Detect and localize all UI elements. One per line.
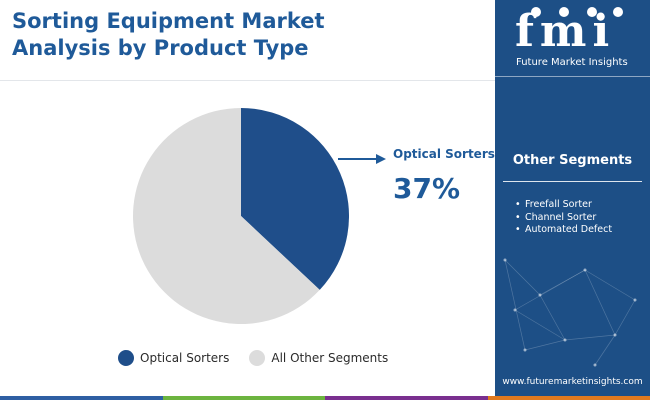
bottom-color-bar	[0, 396, 650, 400]
color-bar-segment	[162, 396, 325, 400]
chart-legend: Optical Sorters All Other Segments	[118, 350, 408, 366]
callout-label: Optical Sorters	[393, 147, 495, 161]
color-bar-segment	[487, 396, 650, 400]
legend-item-optical-sorters: Optical Sorters	[118, 350, 229, 366]
callout-value: 37%	[393, 172, 461, 205]
logo-wordmark: fmi	[515, 6, 616, 57]
chart-panel: Sorting Equipment Market Analysis by Pro…	[0, 8, 495, 366]
network-graphic	[503, 258, 637, 367]
title-divider	[0, 80, 495, 81]
title-line-2: Analysis by Product Type	[12, 36, 309, 60]
color-bar-segment	[0, 396, 163, 400]
list-item: Automated Defect	[515, 224, 612, 237]
segments-divider	[503, 181, 642, 182]
color-bar-segment	[325, 396, 488, 400]
segments-list: Freefall Sorter Channel Sorter Automated…	[515, 199, 612, 237]
pie-slice-all-other-segments	[133, 108, 320, 324]
title-line-1: Sorting Equipment Market	[12, 9, 325, 33]
legend-swatch	[118, 350, 134, 366]
pie-slice-optical-sorters	[241, 108, 349, 290]
legend-label: Optical Sorters	[140, 351, 230, 365]
website-url[interactable]: www.futuremarketinsights.com	[502, 377, 643, 387]
chart-title: Sorting Equipment Market Analysis by Pro…	[12, 8, 482, 62]
logo-icons	[531, 7, 623, 17]
fmi-logo: fmi Future Market Insights	[495, 0, 650, 77]
legend-swatch	[249, 350, 266, 366]
logo-caption: Future Market Insights	[516, 57, 628, 68]
list-item: Freefall Sorter	[515, 199, 612, 212]
legend-label: All Other Segments	[271, 351, 389, 365]
legend-item-all-other-segments: All Other Segments	[249, 350, 388, 366]
arrow-right-icon	[338, 154, 386, 164]
list-item: Channel Sorter	[515, 212, 612, 225]
other-segments-title: Other Segments	[512, 153, 633, 168]
sidebar: fmi Future Market Insights Other Segment…	[495, 0, 650, 400]
pie-chart	[133, 108, 349, 324]
